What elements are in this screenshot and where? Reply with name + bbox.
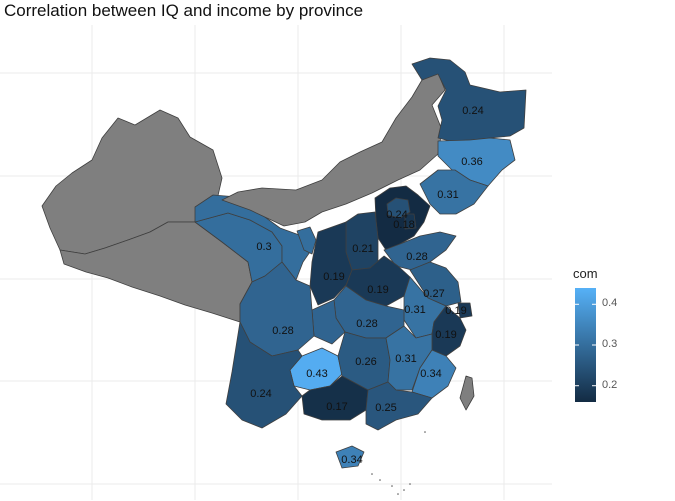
- province-shanxi: [345, 211, 379, 271]
- label-heilongjiang: 0.24: [462, 105, 483, 117]
- province-ningxia: [296, 226, 317, 255]
- province-beijing: [386, 197, 411, 219]
- south-sea-islands: [371, 431, 426, 495]
- legend-tick-label: 0.3: [602, 338, 618, 350]
- province-liaoning: [419, 169, 489, 215]
- chart-title: Correlation between IQ and income by pro…: [4, 1, 364, 20]
- label-jiangsu: 0.27: [423, 288, 444, 300]
- province-hainan: [335, 445, 365, 469]
- label-zhejiang: 0.19: [435, 329, 456, 341]
- label-yunnan: 0.24: [250, 388, 271, 400]
- label-guizhou: 0.43: [306, 368, 327, 380]
- label-shanxi: 0.21: [352, 243, 373, 255]
- label-jilin: 0.36: [461, 156, 482, 168]
- label-shanghai: 0.19: [445, 305, 466, 317]
- label-guangdong: 0.25: [375, 402, 396, 414]
- label-fujian: 0.34: [420, 368, 441, 380]
- label-henan: 0.19: [367, 284, 388, 296]
- province-jilin: [437, 137, 516, 187]
- label-guangxi: 0.17: [326, 401, 347, 413]
- legend-colorbar: [575, 288, 596, 402]
- province-shandong: [383, 231, 457, 271]
- province-taiwan: [459, 375, 475, 411]
- label-shaanxi: 0.19: [323, 271, 344, 283]
- label-liaoning: 0.31: [437, 189, 458, 201]
- province-shaanxi: [309, 221, 353, 306]
- legend-title: com: [573, 266, 598, 281]
- label-gansu: 0.3: [256, 241, 271, 253]
- label-jiangxi: 0.31: [395, 353, 416, 365]
- province-guangdong: [365, 381, 433, 431]
- label-beijing: 0.24: [386, 209, 407, 221]
- legend-tick-label: 0.4: [602, 297, 618, 310]
- province-yunnan: [225, 321, 303, 429]
- label-sichuan: 0.28: [272, 325, 293, 337]
- label-anhui: 0.31: [404, 304, 425, 316]
- label-hainan: 0.34: [341, 454, 362, 466]
- label-hunan: 0.26: [355, 356, 376, 368]
- legend-tick-label: 0.2: [602, 378, 618, 391]
- province-inner-mongolia: [221, 72, 446, 227]
- label-shandong: 0.28: [406, 251, 427, 263]
- label-tianjin: 0.18: [393, 219, 414, 231]
- province-tianjin: [404, 213, 417, 230]
- province-shanghai: [457, 302, 473, 319]
- label-hubei: 0.28: [356, 318, 377, 330]
